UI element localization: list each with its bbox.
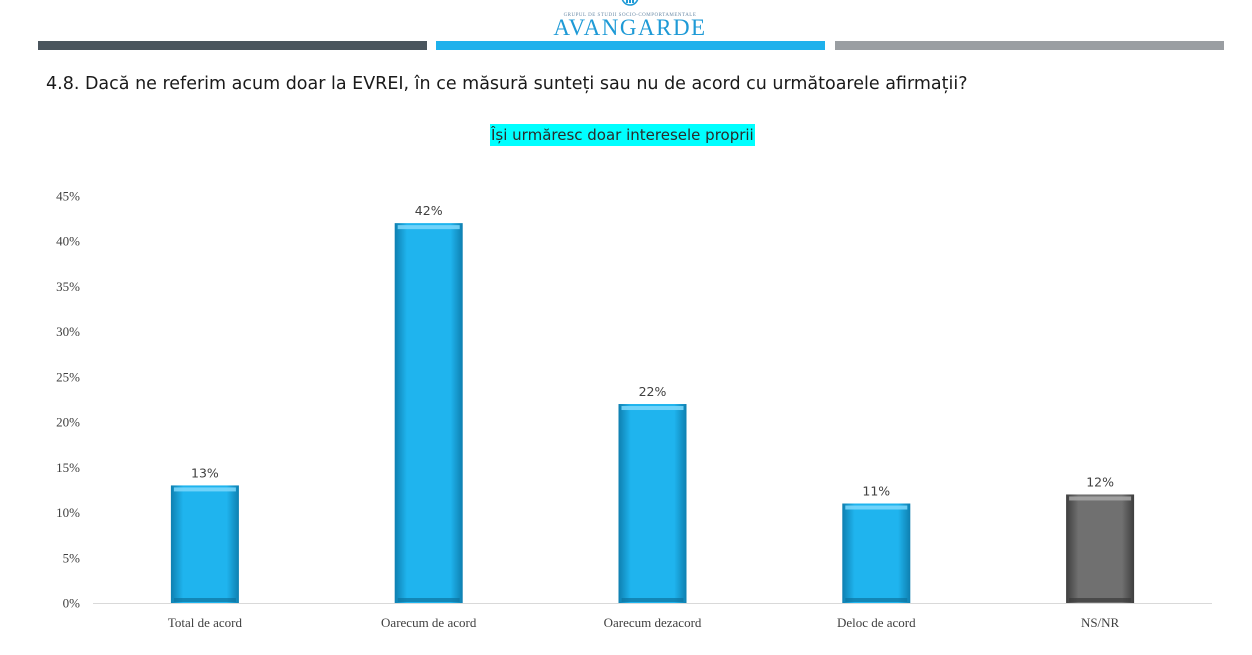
bar-shade <box>845 598 908 602</box>
y-tick-label: 45% <box>56 189 80 204</box>
category-label: NS/NR <box>1081 615 1120 630</box>
y-tick-label: 0% <box>63 596 81 611</box>
bar-highlight <box>845 505 908 510</box>
y-tick-label: 15% <box>56 460 80 475</box>
y-tick-label: 40% <box>56 234 80 249</box>
bar <box>618 404 687 603</box>
logo-emblem-icon <box>621 0 639 6</box>
bar-highlight <box>173 487 236 492</box>
category-label: Deloc de acord <box>837 615 916 630</box>
bar-shade <box>621 598 684 602</box>
bar <box>170 485 239 603</box>
data-label: 22% <box>639 384 667 399</box>
y-tick-label: 25% <box>56 369 80 384</box>
y-tick-label: 20% <box>56 415 80 430</box>
logo-subtitle: GRUPUL DE STUDII SOCIO-COMPORTAMENTALE <box>563 13 697 18</box>
category-label: Oarecum de acord <box>381 615 477 630</box>
y-axis: 0% 5% 10% 15% 20% 25% 30% 35% 40% 45% <box>56 189 80 611</box>
bar-shade <box>173 598 236 602</box>
y-tick-label: 5% <box>63 550 81 565</box>
bar-highlight <box>397 225 460 230</box>
bar-group <box>394 223 463 603</box>
bar-group <box>170 485 239 603</box>
bar <box>1066 494 1135 603</box>
bar-group <box>842 503 911 603</box>
avangarde-logo: GRUPUL DE STUDII SOCIO-COMPORTAMENTALE A… <box>540 0 720 42</box>
chart-title: Își urmăresc doar interesele proprii <box>490 124 755 146</box>
logo-text: AVANGARDE <box>553 15 707 40</box>
y-tick-label: 35% <box>56 279 80 294</box>
bars: 13% 42% 22% 11% 12% <box>170 203 1135 603</box>
data-label: 13% <box>191 465 219 480</box>
bar-shade <box>1069 598 1132 602</box>
bar-group <box>618 404 687 603</box>
bar-shade <box>397 598 460 602</box>
bar-highlight <box>1069 496 1132 501</box>
x-axis: Total de acord Oarecum de acord Oarecum de… <box>93 603 1212 630</box>
header-band-blue <box>436 41 825 50</box>
bar <box>394 223 463 603</box>
category-label: Total de acord <box>168 615 243 630</box>
data-label: 42% <box>415 203 443 218</box>
data-label: 12% <box>1086 474 1114 489</box>
question-text: 4.8. Dacă ne referim acum doar la EVREI,… <box>46 74 968 94</box>
bar-group <box>1066 494 1135 603</box>
header-band-gray <box>835 41 1224 50</box>
category-label: Oarecum dezacord <box>604 615 702 630</box>
header-band-dark <box>38 41 427 50</box>
bar <box>842 503 911 603</box>
y-tick-label: 10% <box>56 505 80 520</box>
bar-highlight <box>621 406 684 411</box>
y-tick-label: 30% <box>56 324 80 339</box>
data-label: 11% <box>862 484 890 499</box>
